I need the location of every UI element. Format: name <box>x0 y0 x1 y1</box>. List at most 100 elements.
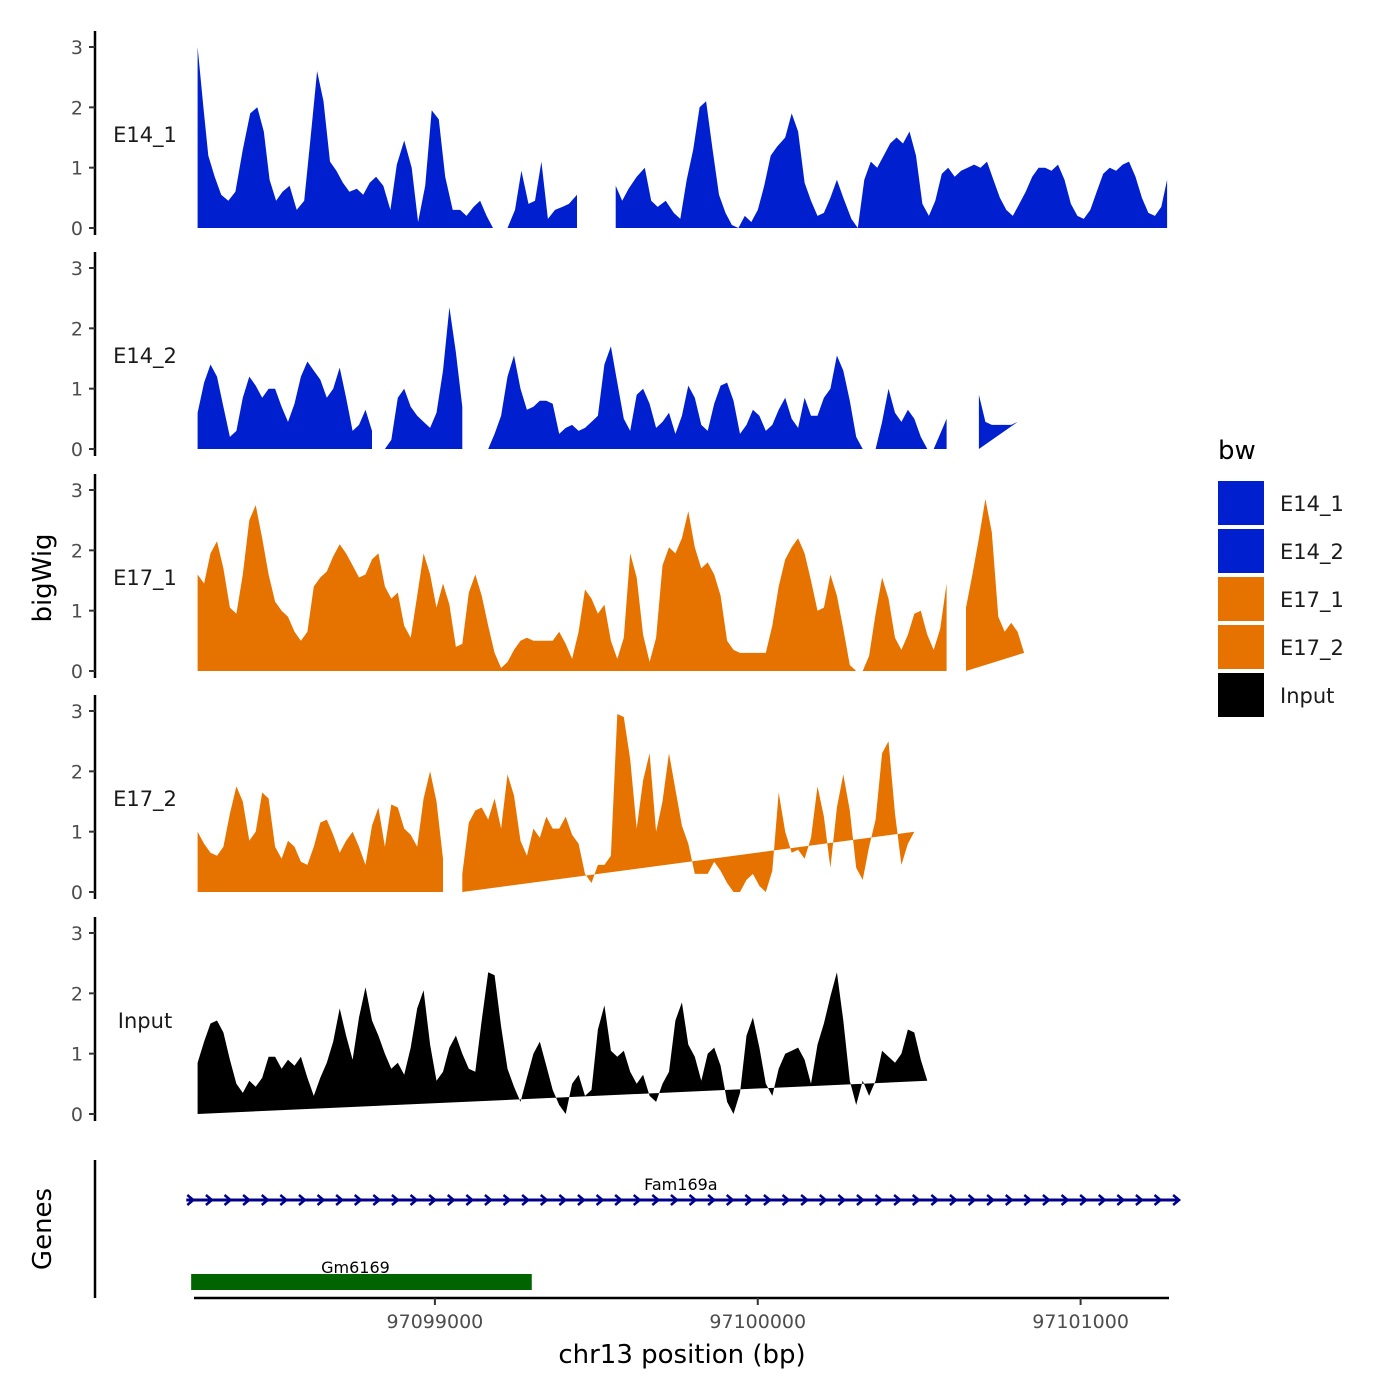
strand-arrow <box>316 1194 326 1206</box>
strand-arrow <box>800 1194 810 1206</box>
y-tick-label: 3 <box>71 37 83 59</box>
gene-Gm6169: Gm6169 <box>191 1258 532 1290</box>
track-label: Input <box>118 1009 172 1033</box>
strand-arrow <box>1153 1194 1163 1206</box>
legend-swatch <box>1218 673 1264 717</box>
track-label: E17_1 <box>113 566 177 591</box>
gene-Fam169a: Fam169a <box>186 1175 1182 1206</box>
x-axis: 97099000 97100000 97101000 <box>194 1296 1169 1333</box>
strand-arrow <box>632 1194 642 1206</box>
track-label: E14_1 <box>113 123 177 148</box>
genes-axis-title: Genes <box>28 1188 58 1270</box>
x-tick-label: 97100000 <box>709 1311 806 1333</box>
track-Input: 0 1 2 3 Input <box>71 917 928 1126</box>
strand-arrow <box>1135 1194 1144 1206</box>
strand-arrow <box>260 1194 270 1206</box>
legend-entry-E14_1: E14_1 <box>1218 481 1344 525</box>
strand-arrow <box>930 1194 940 1206</box>
track-E14_2: 0 1 2 3 E14_2 <box>71 252 1018 461</box>
strand-arrow <box>893 1194 903 1206</box>
strand-arrow <box>521 1194 531 1206</box>
strand-arrow <box>707 1194 717 1206</box>
legend: bw E14_1 E14_2 E17_1 E17_2 Input <box>1218 436 1344 717</box>
strand-arrow <box>688 1194 698 1206</box>
y-tick-label: 2 <box>71 761 83 783</box>
strand-arrow <box>763 1194 772 1206</box>
signal-area-E14_2 <box>197 361 372 449</box>
y-tick-label: 3 <box>71 480 83 502</box>
strand-arrow <box>298 1194 307 1206</box>
signal-area-E14_2 <box>384 307 463 449</box>
y-tick-label: 1 <box>71 379 83 401</box>
legend-entry-E17_1: E17_1 <box>1218 577 1344 621</box>
legend-entry-E14_2: E14_2 <box>1218 529 1344 573</box>
strand-arrow <box>595 1194 605 1206</box>
strand-arrow <box>409 1194 419 1206</box>
gene-label: Gm6169 <box>321 1258 390 1277</box>
y-tick-label: 2 <box>71 318 83 340</box>
signal-area-E14_1 <box>615 101 1168 228</box>
y-tick-label: 2 <box>71 97 83 119</box>
strand-arrow <box>967 1194 977 1206</box>
strand-arrow <box>986 1194 996 1206</box>
legend-entry-Input: Input <box>1218 673 1334 717</box>
strand-arrow <box>353 1194 363 1206</box>
strand-arrow <box>725 1194 735 1206</box>
strand-arrow <box>818 1194 828 1206</box>
y-tick-label: 2 <box>71 540 83 562</box>
strand-arrow <box>837 1194 847 1206</box>
genes-layer: Fam169a Gm6169 <box>93 1160 1182 1298</box>
y-tick-label: 1 <box>71 1044 83 1066</box>
strand-arrow <box>484 1194 493 1206</box>
legend-entry-E17_2: E17_2 <box>1218 625 1344 669</box>
x-tick-label: 97101000 <box>1032 1311 1129 1333</box>
legend-label: Input <box>1280 684 1334 708</box>
y-tick-label: 3 <box>71 701 83 723</box>
strand-arrow <box>186 1194 196 1206</box>
strand-arrow <box>744 1194 754 1206</box>
strand-arrow <box>577 1194 586 1206</box>
strand-arrow <box>1060 1194 1070 1206</box>
y-tick-label: 3 <box>71 923 83 945</box>
strand-arrow <box>205 1194 214 1206</box>
signal-area-E17_1 <box>966 499 1025 671</box>
track-E17_1: 0 1 2 3 E17_1 <box>71 474 1025 683</box>
strand-arrow <box>558 1194 568 1206</box>
legend-label: E14_1 <box>1280 492 1344 517</box>
y-tick-label: 1 <box>71 601 83 623</box>
y-tick-label: 0 <box>71 1104 83 1126</box>
strand-arrow <box>279 1194 289 1206</box>
strand-arrow <box>335 1194 345 1206</box>
strand-arrow <box>856 1194 865 1206</box>
strand-arrow <box>614 1194 624 1206</box>
y-tick-label: 0 <box>71 882 83 904</box>
tracks-layer: 0 1 2 3 E14_1 0 1 2 3 E14_2 0 1 2 3 E17_1 0 1 2 3 E17_2 0 1 2 3… <box>71 31 1168 1126</box>
y-tick-label: 3 <box>71 258 83 280</box>
gene-body <box>191 1274 532 1290</box>
signal-area-E17_2 <box>462 714 915 892</box>
track-E17_2: 0 1 2 3 E17_2 <box>71 695 915 904</box>
strand-arrow <box>465 1194 475 1206</box>
legend-title: bw <box>1218 436 1256 466</box>
strand-arrow <box>1116 1194 1126 1206</box>
strand-arrow <box>1172 1194 1182 1206</box>
strand-arrow <box>223 1194 233 1206</box>
strand-arrow <box>874 1194 884 1206</box>
strand-arrow <box>446 1194 456 1206</box>
track-label: E17_2 <box>113 787 177 812</box>
signal-area-E17_2 <box>197 771 443 892</box>
y-tick-label: 0 <box>71 439 83 461</box>
y-axis-title: bigWig <box>28 533 58 622</box>
track-E14_1: 0 1 2 3 E14_1 <box>71 31 1168 240</box>
strand-arrow <box>1004 1194 1014 1206</box>
strand-arrow <box>1042 1194 1051 1206</box>
legend-swatch <box>1218 481 1264 525</box>
track-label: E14_2 <box>113 344 177 369</box>
signal-area-E14_2 <box>488 346 947 449</box>
strand-arrow <box>502 1194 512 1206</box>
gene-label: Fam169a <box>644 1175 717 1194</box>
strand-arrow <box>911 1194 921 1206</box>
strand-arrow <box>539 1194 549 1206</box>
strand-arrow <box>651 1194 661 1206</box>
strand-arrow <box>1097 1194 1107 1206</box>
